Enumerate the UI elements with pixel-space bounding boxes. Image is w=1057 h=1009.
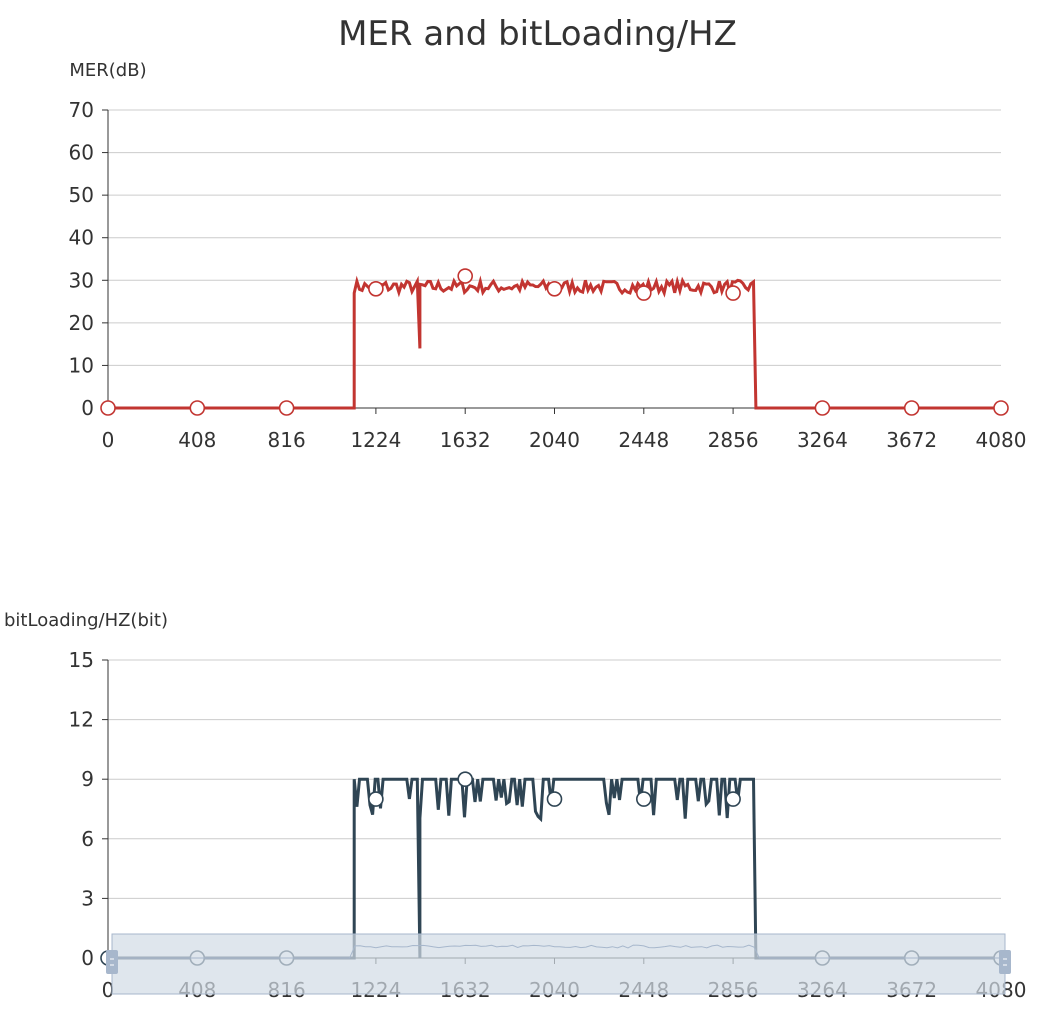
x-tick-label: 2448 [618,428,669,452]
y-tick-label: 0 [81,946,94,970]
zoom-handle-left[interactable] [106,950,118,974]
data-point[interactable] [635,285,652,301]
x-tick-label: 408 [178,428,216,452]
x-tick-label: 0 [102,978,115,1002]
mer-chart: 0 10 20 30 40 50 60 70 0 408 816 1224 1632 2040 2448 28… [69,60,1027,452]
data-point[interactable] [546,791,563,807]
chart-title: MER and bitLoading/HZ [338,14,737,54]
data-point[interactable] [278,400,295,416]
y-tick-label: 15 [69,648,94,672]
data-point[interactable] [903,400,920,416]
y-tick-label: 60 [69,141,94,165]
data-point[interactable] [100,400,116,416]
x-tick-label: 816 [268,428,306,452]
y-tick-label: 40 [69,226,94,250]
y-tick-label: 3 [81,886,94,910]
x-tick-label: 3264 [797,428,848,452]
data-point[interactable] [635,791,652,807]
data-point[interactable] [814,400,831,416]
data-zoom-slider[interactable] [106,933,1011,995]
y-tick-label: 0 [81,396,94,420]
y-axis-title: bitLoading/HZ(bit) [4,610,168,631]
data-point[interactable] [189,400,206,416]
data-point[interactable] [457,268,474,284]
data-point[interactable] [725,791,741,807]
y-tick-label: 6 [81,827,94,851]
y-tick-label: 10 [69,353,94,377]
zoom-preview-line [108,944,1001,959]
y-tick-label: 20 [69,311,94,335]
data-point[interactable] [546,280,563,297]
x-tick-label: 2856 [708,428,759,452]
series-line [108,275,1001,410]
data-point[interactable] [368,280,384,297]
y-tick-label: 70 [69,98,94,122]
x-tick-label: 3672 [886,428,937,452]
data-point[interactable] [993,400,1009,416]
y-axis-title: MER(dB) [69,60,146,81]
zoom-handle-right[interactable] [999,950,1011,974]
x-tick-label: 1224 [350,428,401,452]
y-tick-label: 12 [69,708,94,732]
zoom-window[interactable] [111,933,1006,995]
x-tick-label: 4080 [976,428,1027,452]
x-tick-label: 0 [102,428,115,452]
y-tick-label: 30 [69,268,94,292]
y-tick-label: 9 [81,767,94,791]
x-tick-label: 2040 [529,428,580,452]
data-point[interactable] [725,285,741,301]
x-tick-label: 1632 [440,428,491,452]
data-point[interactable] [368,791,384,807]
y-tick-label: 50 [69,183,94,207]
data-point[interactable] [457,771,474,788]
